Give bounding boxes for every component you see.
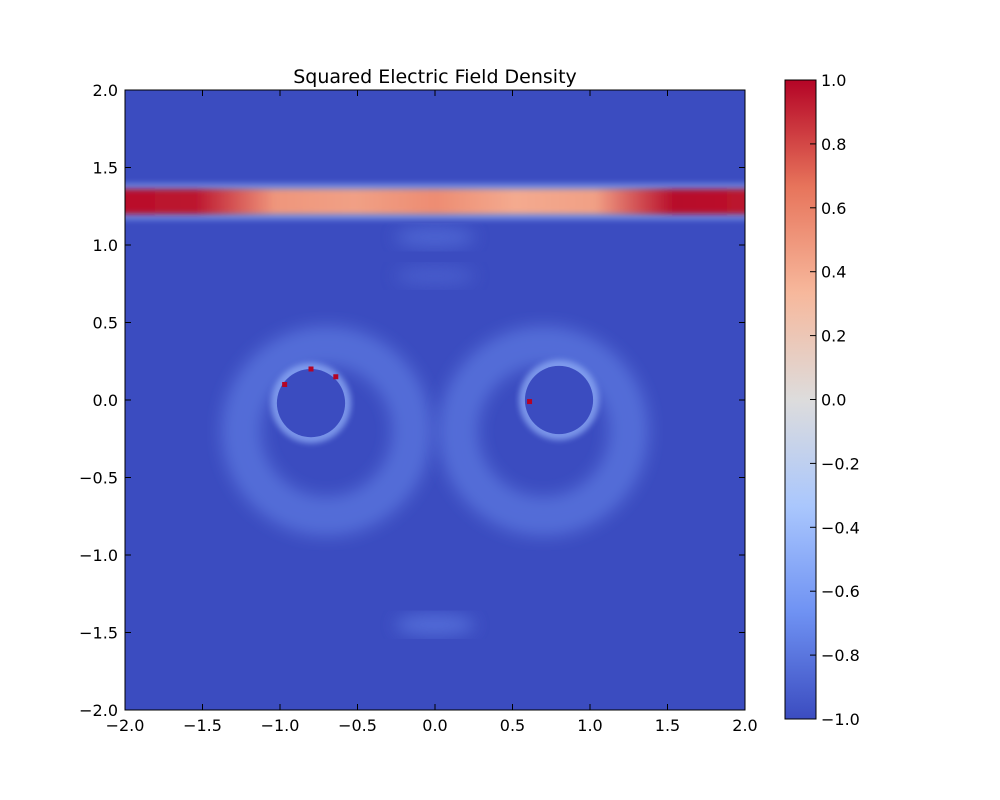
halo-ring (438, 325, 649, 537)
surface-hotspot (527, 399, 533, 405)
colorbar-ticks: −1.0 −0.8 −0.6 −0.4 −0.2 0.0 0.2 0.4 0.6 0.8 1.0 (810, 71, 860, 729)
y-tick-label: 1.0 (93, 236, 118, 255)
colorbar-tick-label: −1.0 (821, 710, 860, 729)
field-band (125, 189, 745, 214)
conductor-disc (524, 365, 594, 435)
colorbar-tick-label: −0.4 (821, 518, 860, 537)
faint-blob (395, 614, 475, 635)
x-tick-label: 1.5 (655, 716, 680, 735)
surface-hotspot (333, 374, 339, 380)
colorbar-tick-label: 0.4 (821, 263, 846, 282)
colorbar-tick-label: −0.6 (821, 582, 860, 601)
y-tick-label: −2.0 (79, 701, 118, 720)
x-tick-label: −1.5 (183, 716, 222, 735)
colorbar-tick-label: −0.8 (821, 646, 860, 665)
plot-area (125, 90, 745, 710)
halo-ring (221, 325, 432, 537)
colorbar-tick-label: 0.6 (821, 199, 846, 218)
colorbar-tick-label: 0.2 (821, 327, 846, 346)
colorbar-tick-label: −0.2 (821, 454, 860, 473)
y-tick-label: 2.0 (93, 81, 118, 100)
y-tick-label: −1.5 (79, 624, 118, 643)
surface-hotspot (308, 366, 314, 372)
x-axis: −2.0 −1.5 −1.0 −0.5 0.0 0.5 1.0 1.5 2.0 (106, 90, 758, 735)
x-tick-label: 1.0 (577, 716, 602, 735)
y-tick-label: 0.0 (93, 391, 118, 410)
y-axis: −2.0 −1.5 −1.0 −0.5 0.0 0.5 1.0 1.5 2.0 (79, 81, 745, 720)
colorbar-tick-label: 0.0 (821, 391, 846, 410)
colorbar-tick-label: 0.8 (821, 135, 846, 154)
chart-title: Squared Electric Field Density (293, 66, 577, 88)
x-tick-label: 0.5 (500, 716, 525, 735)
conductor-disc (276, 369, 346, 438)
y-tick-label: −0.5 (79, 469, 118, 488)
y-tick-label: −1.0 (79, 546, 118, 565)
faint-blob (395, 227, 475, 248)
x-tick-label: 0.0 (422, 716, 447, 735)
x-tick-label: −0.5 (338, 716, 377, 735)
x-tick-label: −2.0 (106, 716, 145, 735)
faint-blob (395, 266, 475, 286)
heatmap-features (125, 183, 745, 635)
colorbar: −1.0 −0.8 −0.6 −0.4 −0.2 0.0 0.2 0.4 0.6 0.8 1.0 (784, 71, 860, 729)
x-tick-label: −1.0 (261, 716, 300, 735)
y-tick-label: 1.5 (93, 159, 118, 178)
x-tick-label: 2.0 (732, 716, 757, 735)
y-tick-label: 0.5 (93, 314, 118, 333)
surface-hotspot (282, 382, 288, 387)
colorbar-tick-label: 1.0 (821, 71, 846, 90)
